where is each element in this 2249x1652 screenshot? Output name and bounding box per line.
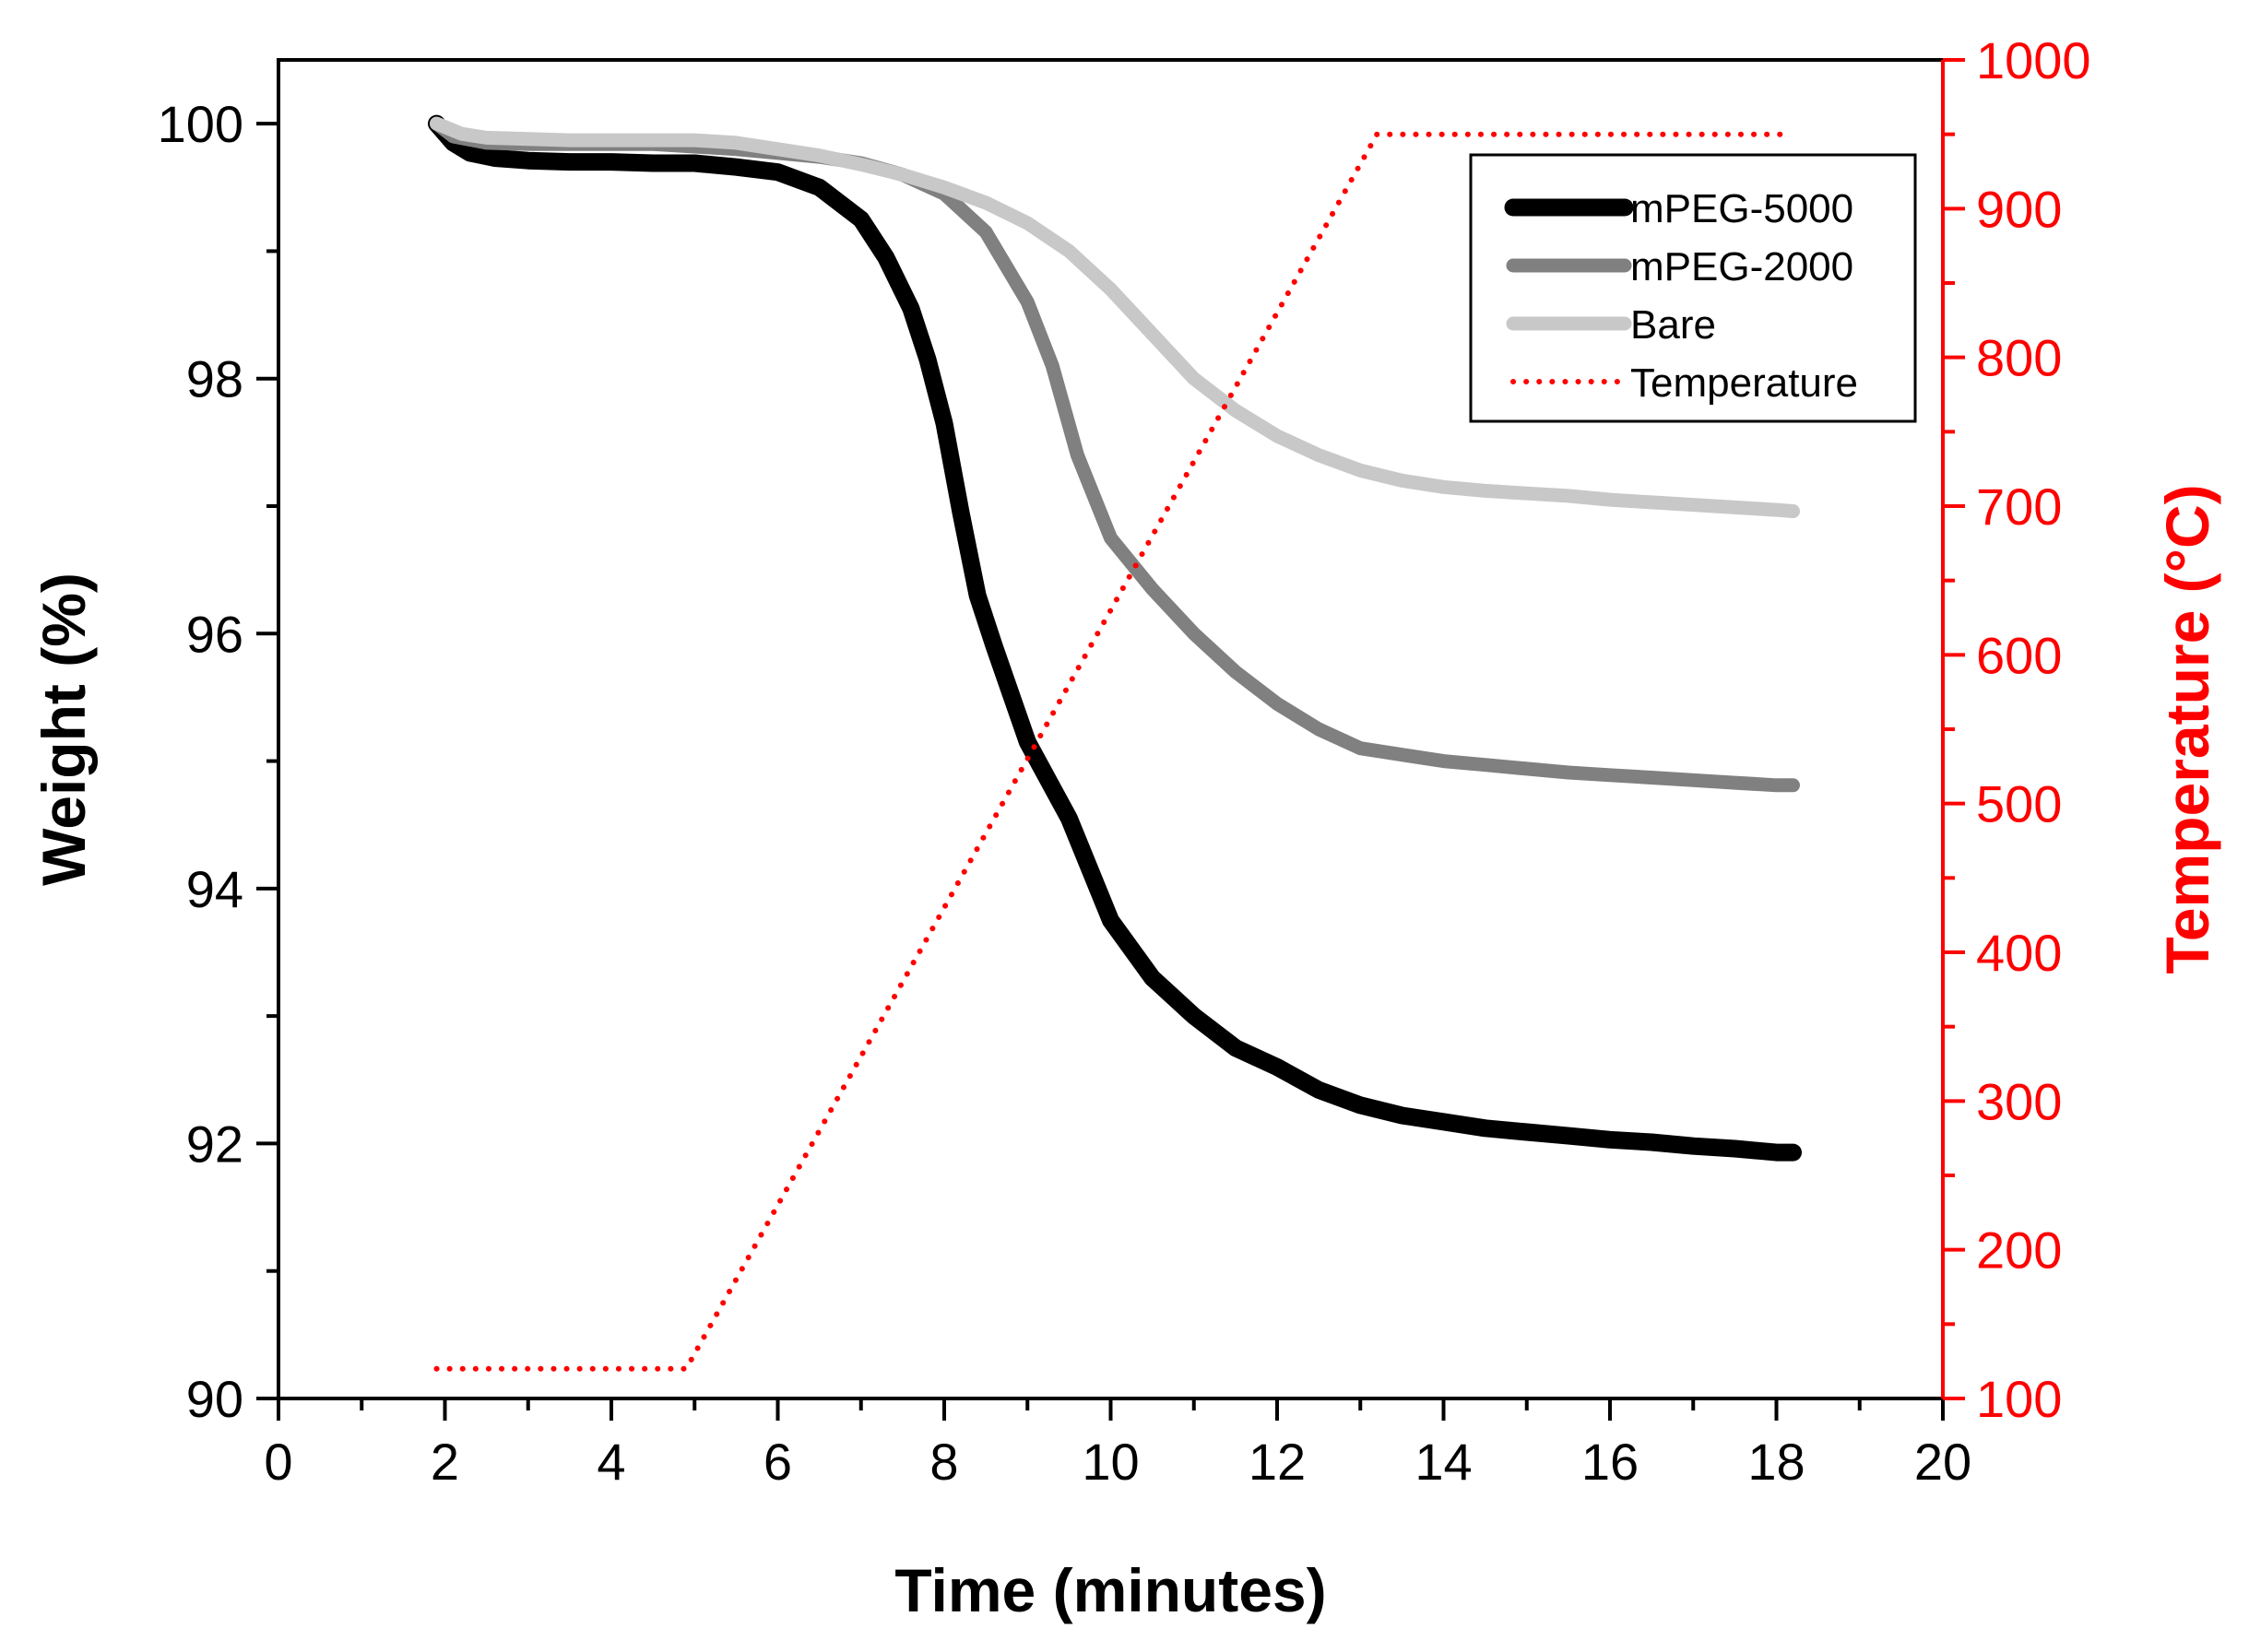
temperature-tick-label: 300 [1976,1072,2062,1130]
y-axis-ticks: 90 92 94 96 98 100 [158,95,278,1428]
temperature-tick-label: 400 [1976,924,2062,982]
temperature-tick-label: 200 [1976,1221,2062,1280]
temperature-tick-label: 500 [1976,775,2062,833]
x-tick-label: 2 [431,1433,459,1491]
x-tick-label: 18 [1747,1433,1805,1491]
legend-label: mPEG-2000 [1630,244,1853,289]
x-tick-label: 10 [1082,1433,1139,1491]
temperature-tick-label: 1000 [1976,31,2091,89]
x-axis-title: Time (minutes) [894,1556,1326,1624]
series-line-bare [430,116,1800,518]
x-tick-label: 6 [763,1433,792,1491]
y-axis-title: Weight (%) [30,572,98,886]
legend: mPEG-5000 mPEG-2000 Bare Temperature [1469,153,1917,423]
series-line-mpeg-5000 [428,114,1802,1162]
y-tick-label: 90 [186,1370,243,1428]
x-tick-label: 8 [929,1433,958,1491]
x-tick-label: 20 [1914,1433,1971,1491]
x-tick-label: 14 [1415,1433,1472,1491]
y-tick-label: 98 [186,350,243,408]
legend-label: mPEG-5000 [1630,186,1853,231]
legend-label: Bare [1630,302,1716,348]
y-tick-label: 92 [186,1115,243,1173]
temperature-tick-label: 800 [1976,329,2062,387]
x-tick-label: 0 [264,1433,292,1491]
x-tick-label: 16 [1581,1433,1639,1491]
temperature-axis-ticks: 100 200 300 400 500 600 700 800 900 1000 [1943,31,2091,1428]
temperature-tick-label: 100 [1976,1370,2062,1428]
temperature-tick-label: 700 [1976,478,2062,536]
y-tick-label: 100 [158,95,243,153]
temperature-axis-title: Temperature (°C) [2153,484,2221,974]
legend-label: Temperature [1630,360,1858,406]
x-axis-ticks: 0 2 4 6 8 10 12 14 16 18 20 [264,1398,1971,1491]
x-tick-label: 12 [1249,1433,1306,1491]
series-layer [428,114,1802,1372]
temperature-tick-label: 900 [1976,180,2062,238]
y-tick-label: 94 [186,860,243,918]
y-tick-label: 96 [186,605,243,663]
temperature-tick-label: 600 [1976,626,2062,684]
x-tick-label: 4 [597,1433,625,1491]
